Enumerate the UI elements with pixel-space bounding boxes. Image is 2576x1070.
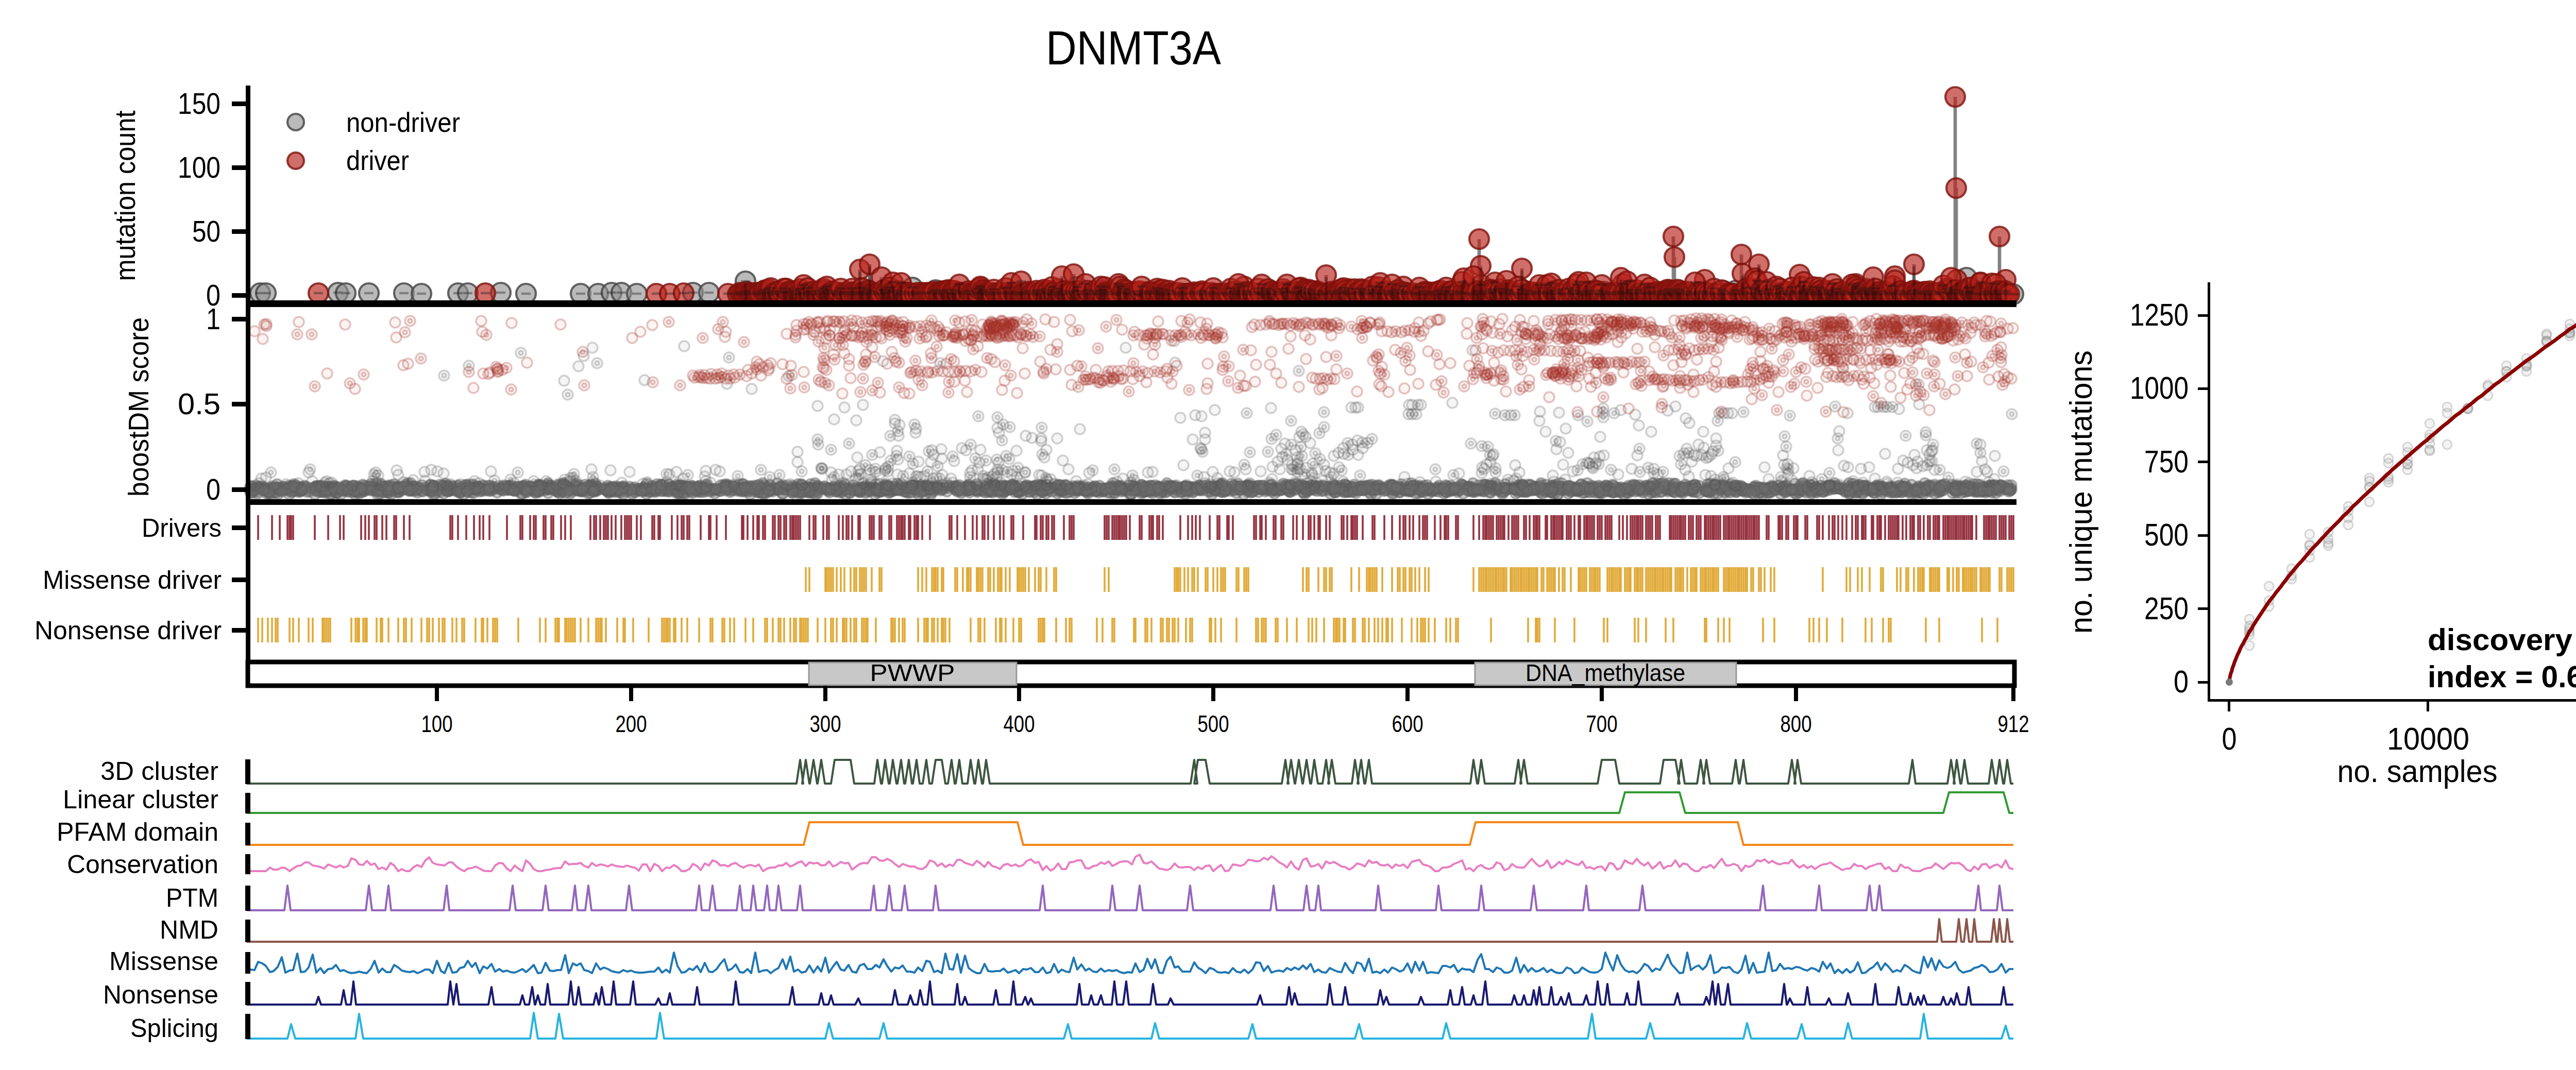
svg-text:100: 100 bbox=[421, 710, 453, 737]
svg-text:3D cluster: 3D cluster bbox=[100, 757, 218, 786]
svg-text:150: 150 bbox=[178, 87, 221, 120]
svg-text:PWWP: PWWP bbox=[870, 659, 955, 686]
svg-text:Nonsense driver: Nonsense driver bbox=[35, 616, 222, 645]
svg-text:DNMT3A: DNMT3A bbox=[1046, 21, 1221, 75]
svg-text:400: 400 bbox=[1004, 710, 1035, 737]
svg-text:250: 250 bbox=[2144, 590, 2189, 626]
svg-text:200: 200 bbox=[616, 710, 647, 737]
svg-text:Linear cluster: Linear cluster bbox=[63, 785, 218, 814]
svg-text:912: 912 bbox=[1998, 710, 2029, 737]
svg-text:500: 500 bbox=[2144, 517, 2189, 552]
svg-text:300: 300 bbox=[810, 710, 841, 737]
svg-text:50: 50 bbox=[192, 214, 221, 248]
svg-text:0: 0 bbox=[206, 472, 221, 506]
svg-text:0.5: 0.5 bbox=[178, 387, 221, 420]
svg-text:DNA_methylase: DNA_methylase bbox=[1526, 659, 1685, 686]
svg-text:Splicing: Splicing bbox=[130, 1014, 218, 1043]
svg-text:mutation count: mutation count bbox=[109, 111, 141, 281]
svg-text:Nonsense: Nonsense bbox=[103, 980, 218, 1009]
svg-text:driver: driver bbox=[346, 145, 409, 176]
svg-text:discovery: discovery bbox=[2428, 622, 2573, 657]
svg-text:boostDM score: boostDM score bbox=[123, 317, 155, 497]
svg-text:600: 600 bbox=[1392, 710, 1423, 737]
svg-text:1000: 1000 bbox=[2130, 370, 2189, 405]
svg-text:PTM: PTM bbox=[166, 884, 218, 912]
svg-text:10000: 10000 bbox=[2387, 721, 2469, 756]
svg-text:PFAM domain: PFAM domain bbox=[57, 818, 218, 846]
svg-text:index = 0.69: index = 0.69 bbox=[2428, 659, 2576, 694]
svg-text:Drivers: Drivers bbox=[142, 514, 222, 542]
svg-text:800: 800 bbox=[1781, 710, 1812, 737]
svg-text:NMD: NMD bbox=[160, 915, 218, 944]
svg-text:700: 700 bbox=[1586, 710, 1618, 737]
svg-text:1250: 1250 bbox=[2130, 297, 2189, 332]
svg-text:500: 500 bbox=[1198, 710, 1229, 737]
svg-text:Conservation: Conservation bbox=[67, 850, 218, 879]
svg-text:no. samples: no. samples bbox=[2337, 753, 2498, 789]
svg-text:non-driver: non-driver bbox=[346, 107, 460, 138]
svg-text:0: 0 bbox=[2222, 721, 2237, 756]
svg-text:no. unique mutations: no. unique mutations bbox=[2063, 350, 2098, 634]
svg-text:100: 100 bbox=[178, 150, 221, 184]
svg-text:Missense: Missense bbox=[109, 947, 218, 976]
svg-text:Missense driver: Missense driver bbox=[43, 566, 222, 595]
svg-text:0: 0 bbox=[2174, 664, 2189, 699]
svg-text:1: 1 bbox=[206, 302, 221, 335]
svg-text:750: 750 bbox=[2144, 444, 2189, 479]
